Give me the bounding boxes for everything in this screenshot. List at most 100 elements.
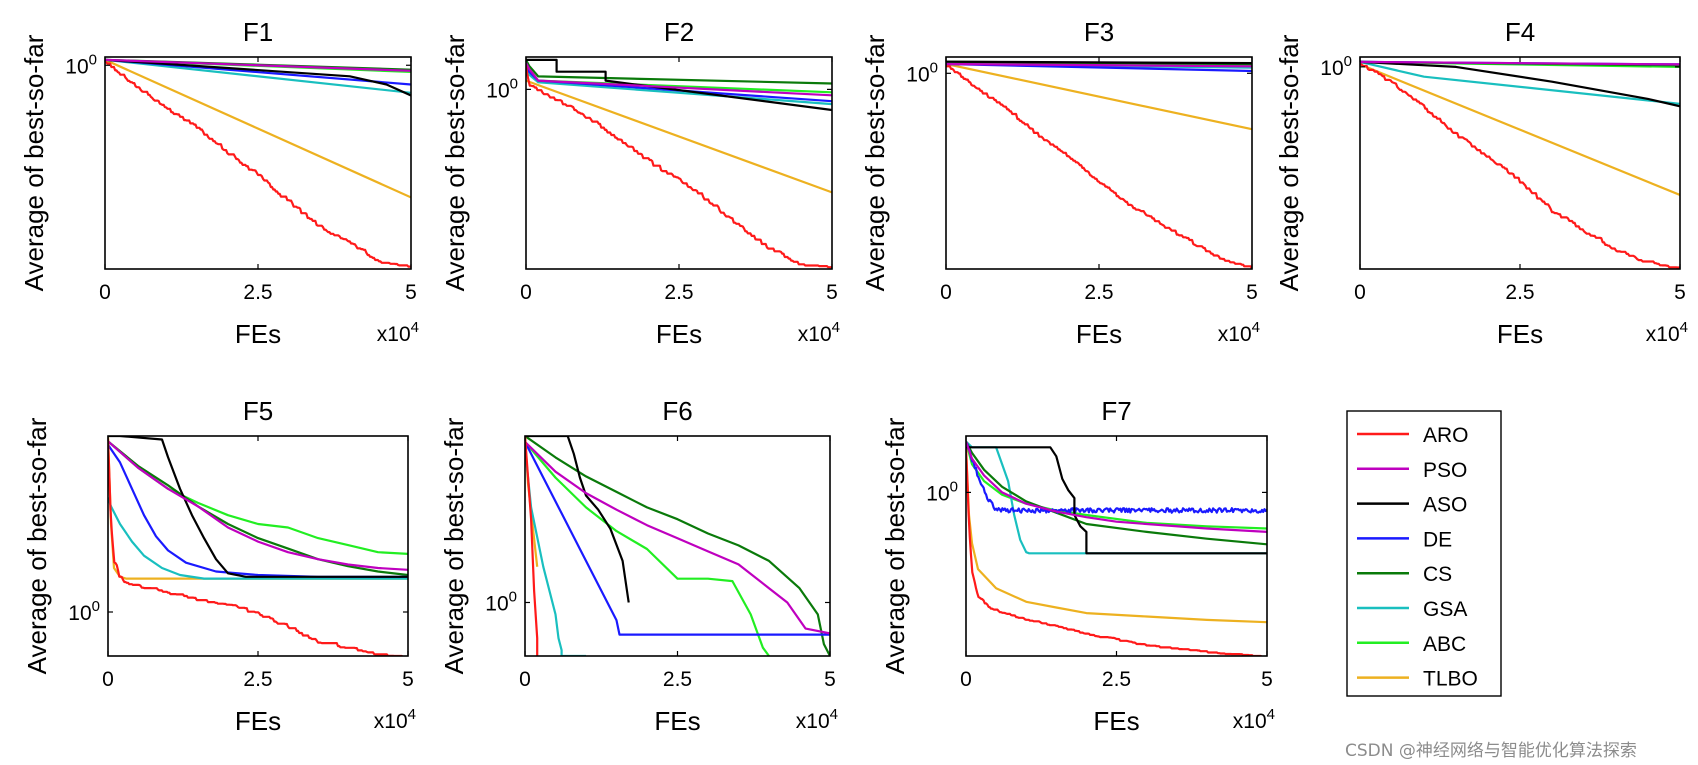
series-de: [525, 441, 830, 636]
y-axis-label: Average of best-so-far: [860, 34, 890, 291]
series-de: [108, 444, 408, 578]
legend-item-abc: ABC: [1357, 633, 1466, 656]
x-tick-label: 5: [826, 281, 838, 304]
x-tick-label: 0: [1354, 281, 1366, 304]
series-aro: [526, 65, 832, 269]
y-tick-label: 100: [486, 75, 518, 102]
series-cs: [108, 440, 408, 577]
legend-label: GSA: [1423, 598, 1467, 621]
series-pso: [525, 441, 830, 635]
panel-title: F6: [662, 396, 692, 426]
series-pso: [1360, 60, 1680, 66]
x-tick-label: 2.5: [243, 281, 272, 304]
x-axis-label: FEs: [235, 319, 281, 349]
panel-title: F2: [664, 17, 694, 47]
legend: ARO PSO ASO DE CS GSA ABC TLBO: [1346, 410, 1502, 697]
series-aso: [105, 58, 411, 97]
series-gsa: [525, 447, 586, 656]
x-axis-label: FEs: [235, 706, 281, 736]
series-tlbo: [946, 62, 1252, 131]
series-aro: [1360, 63, 1680, 269]
series-group: [966, 440, 1267, 656]
series-aro: [946, 65, 1252, 269]
series-group: [1360, 60, 1680, 269]
series-group: [105, 58, 411, 268]
series-aro: [105, 61, 411, 268]
legend-label: CS: [1423, 563, 1452, 586]
series-cs: [525, 436, 830, 656]
x-tick-label: 2.5: [1505, 281, 1534, 304]
legend-item-aro: ARO: [1357, 424, 1469, 447]
series-tlbo: [966, 447, 1267, 624]
x-tick-label: 0: [520, 281, 532, 304]
x-tick-label: 0: [519, 668, 531, 691]
series-gsa: [1360, 60, 1680, 105]
x-tick-label: 5: [824, 668, 836, 691]
series-de: [966, 442, 1267, 514]
legend-label: TLBO: [1423, 668, 1478, 691]
series-pso: [105, 58, 411, 72]
watermark: CSDN @神经网络与智能优化算法探索: [1345, 741, 1637, 761]
legend-item-aso: ASO: [1357, 494, 1467, 517]
series-pso: [966, 441, 1267, 533]
series-tlbo: [1360, 63, 1680, 197]
series-pso: [946, 62, 1252, 68]
series-group: [526, 58, 832, 269]
legend-item-cs: CS: [1357, 563, 1452, 586]
legend-item-gsa: GSA: [1357, 598, 1467, 621]
y-axis-label: Average of best-so-far: [440, 34, 470, 291]
x-tick-label: 2.5: [664, 281, 693, 304]
x-tick-label: 5: [1674, 281, 1686, 304]
legend-label: PSO: [1423, 459, 1467, 482]
y-axis-label: Average of best-so-far: [22, 417, 52, 674]
x-tick-label: 5: [1246, 281, 1258, 304]
y-axis-label: Average of best-so-far: [1274, 34, 1304, 291]
panel-title: F5: [243, 396, 273, 426]
series-pso: [108, 440, 408, 571]
x-tick-label: 5: [1261, 668, 1273, 691]
panel-title: F4: [1505, 17, 1535, 47]
series-aso: [1360, 60, 1680, 108]
x-tick-label: 5: [402, 668, 414, 691]
y-axis-label: Average of best-so-far: [880, 417, 910, 674]
x-axis-label: FEs: [1076, 319, 1122, 349]
x-axis-label: FEs: [1093, 706, 1139, 736]
legend-label: ABC: [1423, 633, 1466, 656]
x-tick-label: 2.5: [1084, 281, 1113, 304]
series-aso: [526, 58, 832, 112]
x-tick-label: 0: [99, 281, 111, 304]
legend-item-tlbo: TLBO: [1357, 668, 1478, 691]
series-aso: [946, 60, 1252, 65]
series-tlbo: [105, 58, 411, 199]
x-axis-label: FEs: [654, 706, 700, 736]
legend-label: ASO: [1423, 494, 1467, 517]
legend-label: ARO: [1423, 424, 1469, 447]
x-axis-label: FEs: [1497, 319, 1543, 349]
series-aro: [966, 448, 1267, 656]
series-gsa: [105, 58, 411, 94]
x-tick-label: 2.5: [663, 668, 692, 691]
y-axis-label: Average of best-so-far: [439, 417, 469, 674]
legend-box: [1346, 410, 1502, 697]
y-axis-label: Average of best-so-far: [19, 34, 49, 291]
series-group: [108, 436, 408, 656]
panel-title: F3: [1084, 17, 1114, 47]
panel-title: F7: [1101, 396, 1131, 426]
series-group: [946, 60, 1252, 269]
series-group: [525, 436, 830, 656]
series-aso: [966, 446, 1267, 555]
series-tlbo: [526, 79, 832, 194]
legend-label: DE: [1423, 528, 1452, 551]
series-aro: [108, 438, 404, 656]
series-aso: [108, 436, 408, 578]
x-tick-label: 0: [940, 281, 952, 304]
panels-layer: 0 2.5 5 100 F1 FEs x104 Average of best-so-far 0…: [19, 17, 1688, 736]
x-multiplier-label: x104: [1218, 319, 1260, 346]
x-tick-label: 0: [102, 668, 114, 691]
series-aso: [525, 436, 630, 603]
